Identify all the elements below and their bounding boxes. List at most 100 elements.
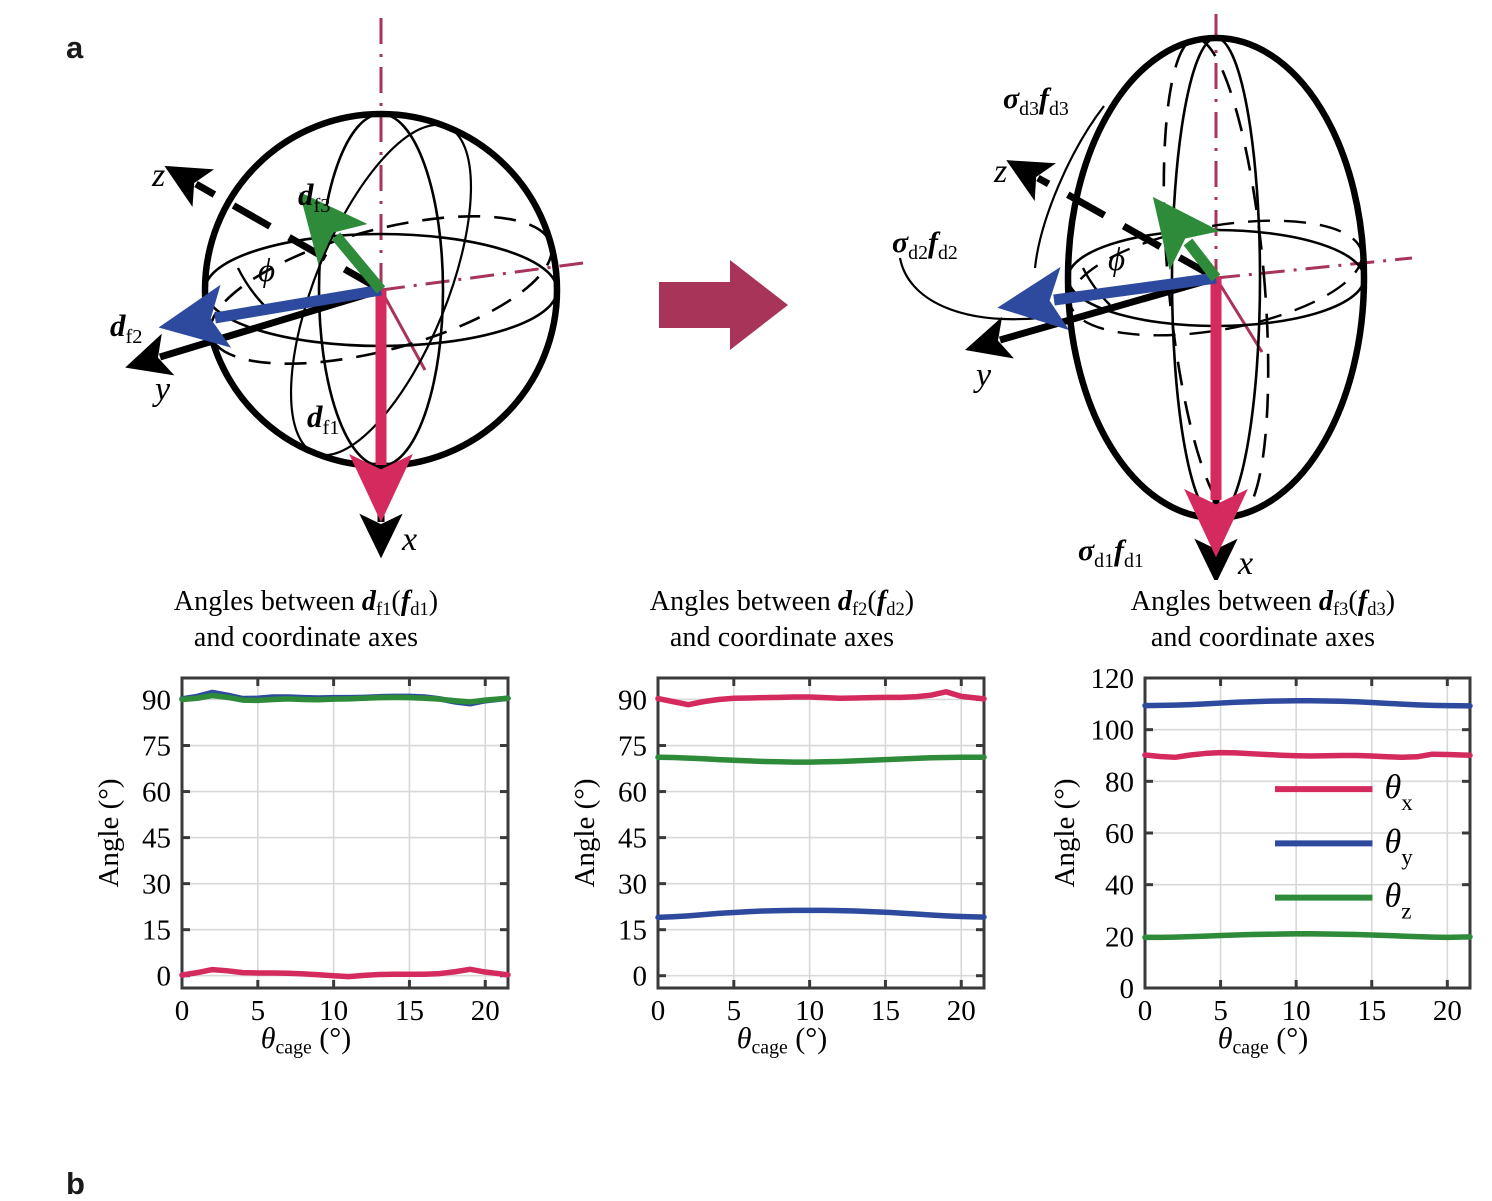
chart-title-2-vec1-sub: f2	[852, 599, 868, 620]
chart-series-line-θz	[655, 754, 987, 765]
chart-ytick-label: 75	[142, 731, 171, 763]
chart-xtick-label: 20	[471, 995, 500, 1027]
chart-series-line-θz	[1142, 931, 1473, 941]
axis-label-z: z	[151, 157, 165, 194]
chart-xtick-label: 20	[1433, 995, 1462, 1027]
chart-gridlines	[1145, 678, 1470, 988]
chart-ytick-label: 60	[142, 777, 171, 809]
chart-xtick-label: 15	[871, 995, 900, 1027]
chart-xtick-label: 10	[319, 995, 348, 1027]
chart-ytick-label: 60	[618, 777, 647, 809]
chart-frame	[180, 676, 510, 990]
chart-ytick-label: 90	[618, 684, 647, 716]
chart-xtick-label: 0	[175, 995, 190, 1027]
chart-series-line-θx	[1142, 749, 1473, 761]
equatorial-axis-line	[380, 261, 584, 292]
chart-ytick-label: 45	[142, 823, 171, 855]
chart-title-2-vec2: f	[876, 586, 887, 617]
chart-title-3-vec1-sub: f3	[1333, 599, 1349, 620]
chart-title-3-lead: Angles between	[1130, 586, 1319, 617]
chart-d-f3: Angles between df3(fd3) and coordinate a…	[1048, 580, 1478, 1140]
chart-series-line-θy	[1142, 697, 1473, 709]
chart-xtick-label: 0	[651, 995, 666, 1027]
axis-label-x: x	[401, 521, 417, 558]
chart-legend: θx θy θz	[1275, 769, 1413, 924]
chart-xtick-label: 5	[251, 995, 266, 1027]
transition-arrow-shape	[659, 260, 788, 350]
chart-ytick-label: 40	[1105, 870, 1134, 902]
axis-label-y: y	[152, 371, 171, 408]
chart-xtick-label: 20	[947, 995, 976, 1027]
panel-label-a: a	[66, 30, 84, 65]
chart-title-2-vec1: d	[837, 586, 853, 617]
axis-arrow-z	[164, 165, 383, 294]
chart-ytick-label: 0	[633, 961, 648, 993]
chart-title-1-line2: and coordinate axes	[193, 621, 419, 653]
ellipsoid-inclined-circle	[1068, 219, 1364, 337]
chart-d-f1: Angles between df1(fd1) and coordinate a…	[93, 580, 516, 1140]
phi-angle-label-right: ϕ	[1108, 242, 1125, 278]
chart-ytick-label: 20	[1105, 921, 1134, 953]
chart-canvas-2: 0 15 30 45 60 75 90 0 5 10 15 20 Angle (°)	[569, 672, 992, 1032]
leader-line-sigma-d3	[1033, 105, 1105, 269]
vector-d-f2	[158, 284, 382, 348]
chart-xtick-label: 0	[1138, 995, 1153, 1027]
axis-label-x-right: x	[1237, 545, 1253, 580]
vector-sigma-d3-arrow	[1152, 196, 1221, 282]
chart-ytick-label: 15	[618, 915, 647, 947]
legend-label-y: θy	[1385, 823, 1414, 869]
chart-title-2: Angles between df2(fd2) and coordinate a…	[572, 585, 992, 654]
phi-angle-arc-right	[1081, 267, 1111, 306]
legend-label-z: θz	[1385, 878, 1412, 924]
sphere-meridian-tilted	[289, 123, 473, 457]
axis-arrow-z-right	[1006, 160, 1218, 282]
chart-xtick-label: 15	[1357, 995, 1386, 1027]
phi-angle-label: ϕ	[258, 253, 275, 289]
chart-gridlines	[658, 678, 984, 988]
panel-label-b: b	[66, 1166, 85, 1201]
chart-xlabel-3: θcage (°)	[1217, 1022, 1309, 1059]
chart-title-1: Angles between df1(fd1) and coordinate a…	[96, 585, 516, 654]
chart-title-1-lead: Angles between	[173, 586, 362, 617]
chart-title-3-vec1: d	[1318, 586, 1334, 617]
chart-title-2-line2: and coordinate axes	[669, 621, 895, 653]
chart-ytick-label: 0	[157, 961, 172, 993]
chart-title-1-vec1: d	[361, 586, 377, 617]
chart-title-3: Angles between df3(fd3) and coordinate a…	[1048, 585, 1478, 654]
panel-b-charts: b Angles between df1(fd1) and coordinate…	[0, 580, 1492, 1199]
left-sphere-diagram: z y x ϕ df1 df2 df3	[110, 18, 584, 559]
chart-ylabel: Angle (°)	[1049, 778, 1081, 887]
chart-series-line-θy	[655, 907, 987, 921]
azimuth-reference-line-right	[1214, 277, 1264, 353]
chart-ytick-label: 0	[1120, 973, 1135, 1005]
chart-xlabel-2: θcage (°)	[736, 1022, 828, 1059]
chart-ticks: 0 15 30 45 60 75 90 0 5 10 15 20	[142, 678, 508, 1027]
azimuth-reference-line	[379, 289, 427, 371]
chart-xtick-label: 15	[395, 995, 424, 1027]
chart-d-f2: Angles between df2(fd2) and coordinate a…	[569, 580, 992, 1140]
chart-ytick-label: 80	[1105, 766, 1134, 798]
chart-title-3-vec2: f	[1357, 586, 1368, 617]
chart-title-1-vec1-sub: f1	[376, 599, 392, 620]
chart-title-1-vec2-sub: d1	[410, 599, 429, 620]
chart-canvas-3: 0 20 40 60 80 100 120 0 5 10 15 20 Angle (°) θx θy θz	[1048, 663, 1478, 1032]
chart-frame	[656, 676, 986, 990]
chart-series-line-θx	[179, 966, 511, 980]
transition-arrow	[659, 260, 788, 350]
chart-ytick-label: 90	[142, 684, 171, 716]
chart-canvas-1: 0 15 30 45 60 75 90 0 5 10 15 20 Angle (°)	[93, 672, 516, 1032]
chart-xlabel-1: θcage (°)	[260, 1022, 352, 1059]
chart-xtick-label: 10	[1282, 995, 1311, 1027]
chart-title-1-vec2: f	[400, 586, 411, 617]
chart-ytick-label: 15	[142, 915, 171, 947]
legend-label-x: θx	[1385, 769, 1414, 815]
chart-xtick-label: 5	[727, 995, 742, 1027]
chart-title-3-vec2-sub: d3	[1367, 599, 1386, 620]
chart-ytick-label: 60	[1105, 818, 1134, 850]
chart-xtick-label: 5	[1213, 995, 1228, 1027]
chart-series-line-θz	[179, 692, 511, 705]
axis-label-z-right: z	[993, 153, 1007, 190]
vector-label-d-f2: df2	[110, 308, 143, 348]
vector-label-d-f3: df3	[298, 177, 331, 217]
axis-label-y-right: y	[973, 357, 992, 394]
